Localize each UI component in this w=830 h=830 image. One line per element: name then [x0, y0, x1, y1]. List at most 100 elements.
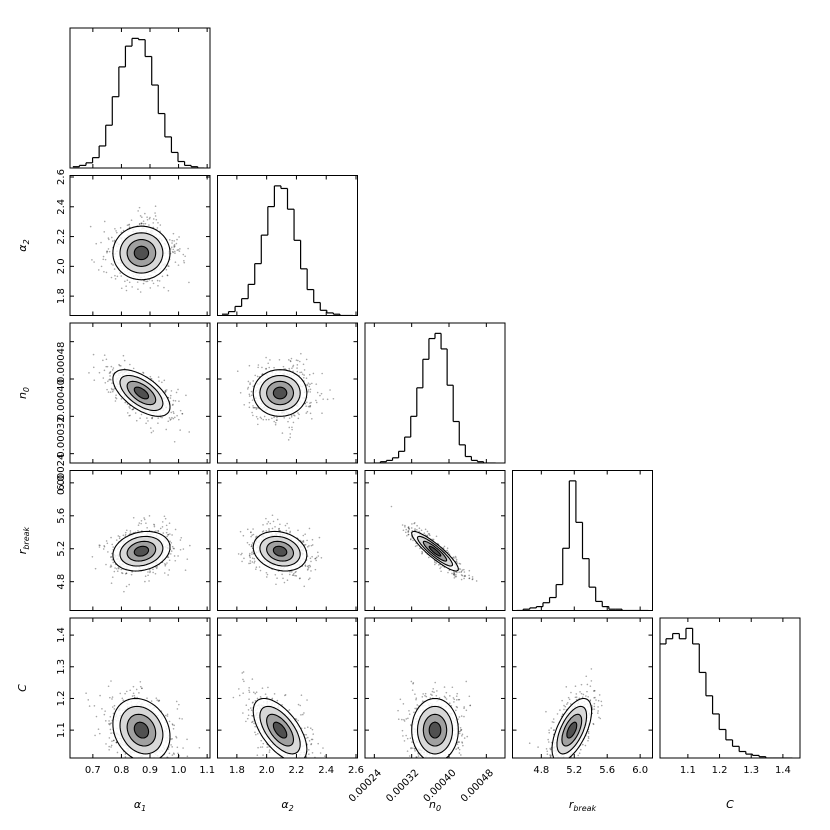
x-tick-label: 2.6	[348, 765, 364, 776]
label-base: C	[16, 684, 29, 692]
y-tick-label: 5.6	[56, 508, 67, 524]
panel-frame	[364, 322, 506, 464]
contour	[272, 721, 288, 739]
x-tick-label: 5.6	[599, 765, 615, 776]
panel-frame	[659, 617, 801, 759]
panel-frame	[69, 175, 211, 316]
panel-frame	[364, 617, 506, 759]
x-tick-label: 1.8	[229, 765, 245, 776]
axis-label: rbreak	[569, 798, 597, 813]
label-base: α	[134, 798, 142, 811]
y-tick-label: 2.6	[56, 169, 67, 185]
y-tick-label: 1.3	[56, 659, 67, 675]
x-tick-label: 1.0	[171, 765, 187, 776]
axis-label: C	[726, 798, 734, 811]
axis-label: α2	[16, 239, 31, 251]
contour	[272, 386, 288, 400]
panel-frame	[217, 617, 358, 759]
contour	[133, 721, 150, 739]
panel	[516, 480, 649, 611]
contour	[133, 245, 150, 261]
y-tick-label: 2.2	[56, 229, 67, 245]
axis-label: rbreak	[16, 526, 31, 554]
y-tick-label: 1.1	[56, 722, 67, 738]
panel-frame	[217, 175, 358, 316]
panel-frame	[512, 617, 653, 759]
contour	[428, 545, 442, 557]
x-tick-label: 0.00048	[459, 768, 496, 805]
contour	[133, 386, 150, 400]
panel-frame	[69, 27, 211, 169]
panel	[89, 205, 190, 293]
panel	[221, 185, 354, 316]
label-base: C	[726, 798, 734, 811]
x-tick-label: 0.00040	[422, 768, 459, 805]
x-tick-label: 5.2	[566, 765, 582, 776]
x-tick-label: 1.3	[743, 765, 759, 776]
y-tick-label: 0.00032	[56, 416, 67, 457]
y-tick-label: 1.2	[56, 690, 67, 706]
x-tick-label: 0.00032	[384, 768, 421, 805]
panel-frame	[364, 470, 506, 611]
y-tick-label: 2.4	[56, 199, 67, 215]
panel	[88, 353, 191, 443]
panel-frame	[217, 322, 358, 464]
y-tick-label: 6.0	[56, 475, 67, 491]
x-tick-label: 1.1	[680, 765, 696, 776]
axis-label: α2	[281, 798, 293, 813]
label-sub: 2	[22, 239, 31, 244]
x-tick-label: 1.1	[199, 765, 215, 776]
y-tick-label: 1.4	[56, 627, 67, 643]
y-tick-label: 2.0	[56, 258, 67, 274]
x-tick-label: 2.4	[318, 765, 334, 776]
axis-label: n0	[429, 798, 441, 813]
x-tick-label: 6.0	[632, 765, 648, 776]
panel-frame	[512, 470, 653, 611]
panel	[91, 515, 191, 593]
axis-label: n0	[16, 387, 31, 399]
label-base: r	[569, 798, 575, 811]
axis-label: α1	[134, 798, 146, 813]
y-tick-label: 0.00024	[56, 454, 67, 495]
panel-frame	[69, 470, 211, 611]
label-sub: 0	[436, 804, 441, 813]
label-sub: break	[22, 526, 31, 549]
label-sub: 1	[141, 804, 146, 813]
x-tick-label: 0.8	[113, 765, 129, 776]
axis-label: C	[16, 684, 29, 692]
panel	[232, 671, 326, 758]
label-base: α	[16, 244, 29, 252]
panel-frame	[69, 617, 211, 759]
x-tick-label: 2.2	[288, 765, 304, 776]
y-tick-label: 1.8	[56, 288, 67, 304]
y-tick-label: 4.8	[56, 574, 67, 590]
panel-frame	[217, 470, 358, 611]
contour	[272, 545, 288, 557]
label-base: n	[429, 798, 436, 811]
panel	[660, 627, 793, 758]
label-base: r	[16, 548, 29, 554]
label-base: α	[281, 798, 289, 811]
contour	[133, 545, 150, 557]
panel	[374, 332, 496, 463]
y-tick-label: 0.00048	[56, 342, 67, 383]
contour	[428, 721, 442, 739]
panel-frame	[69, 322, 211, 464]
panel	[85, 680, 201, 758]
x-tick-label: 1.4	[775, 765, 791, 776]
contour	[566, 721, 578, 739]
panel	[236, 352, 335, 441]
panel	[528, 668, 603, 758]
panel	[72, 37, 205, 168]
label-base: n	[16, 392, 29, 399]
x-tick-label: 2.0	[259, 765, 275, 776]
x-tick-label: 1.2	[712, 765, 728, 776]
x-tick-label: 4.8	[533, 765, 549, 776]
y-tick-label: 5.2	[56, 541, 67, 557]
label-sub: break	[573, 804, 596, 813]
label-sub: 2	[289, 804, 294, 813]
label-sub: 0	[22, 387, 31, 392]
panel	[237, 514, 323, 588]
y-tick-label: 0.00040	[56, 379, 67, 420]
